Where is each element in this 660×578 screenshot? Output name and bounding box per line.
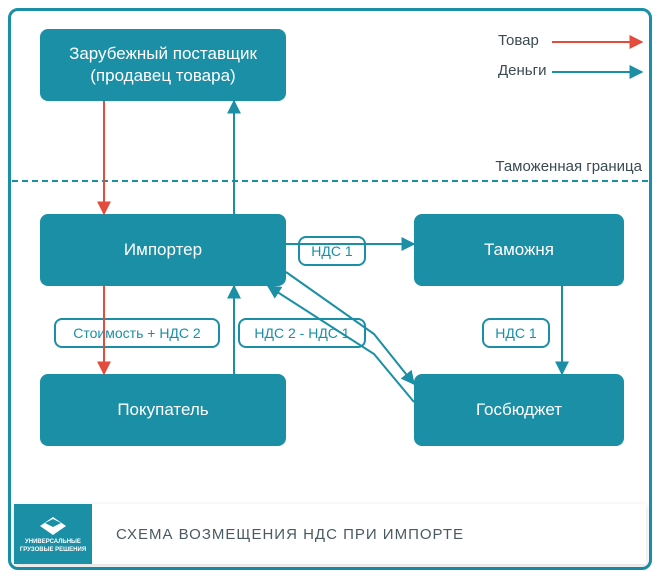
pill-nds1-importer-customs: НДС 1 xyxy=(298,236,366,266)
legend-goods-label: Товар xyxy=(498,32,539,49)
node-importer: Импортер xyxy=(40,214,286,286)
logo-text-1: УНИВЕРСАЛЬНЫЕ xyxy=(25,539,81,545)
pill-cost: Стоимость + НДС 2 xyxy=(54,318,220,348)
node-budget: Госбюджет xyxy=(414,374,624,446)
logo-box: УНИВЕРСАЛЬНЫЕ ГРУЗОВЫЕ РЕШЕНИЯ xyxy=(14,504,92,564)
logo-text-2: ГРУЗОВЫЕ РЕШЕНИЯ xyxy=(20,547,86,553)
customs-border-label: Таможенная граница xyxy=(495,158,642,175)
pill-nds1-customs-budget: НДС 1 xyxy=(482,318,550,348)
pill-nds2-minus-nds1: НДС 2 - НДС 1 xyxy=(238,318,366,348)
node-supplier: Зарубежный поставщик (продавец товара) xyxy=(40,29,286,101)
node-customs: Таможня xyxy=(414,214,624,286)
node-buyer: Покупатель xyxy=(40,374,286,446)
footer-title: СХЕМА ВОЗМЕЩЕНИЯ НДС ПРИ ИМПОРТЕ xyxy=(92,504,646,564)
customs-border-line xyxy=(12,180,648,182)
footer-bar: УНИВЕРСАЛЬНЫЕ ГРУЗОВЫЕ РЕШЕНИЯ СХЕМА ВОЗ… xyxy=(14,504,646,564)
diagram-canvas: Товар Деньги Таможенная граница Зарубежн… xyxy=(4,4,656,574)
legend-money-label: Деньги xyxy=(498,62,546,79)
logo-icon xyxy=(36,515,70,537)
